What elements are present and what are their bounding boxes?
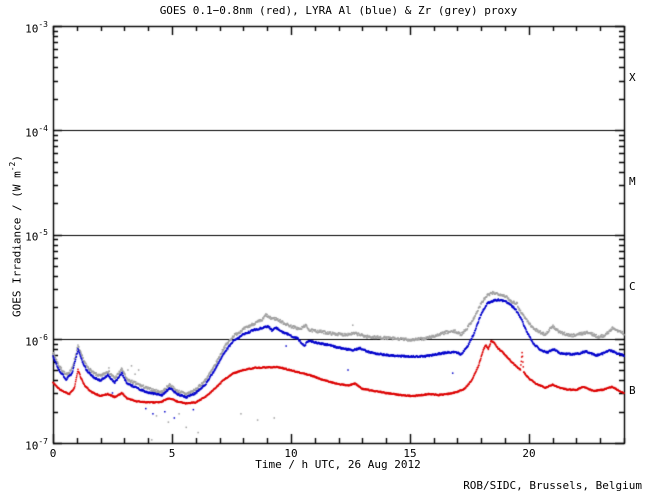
y-tick-1e-4: 10-4 [25,124,48,140]
y-tick-1e-5: 10-5 [25,228,48,244]
y-axis-label-suffix: ) [10,155,24,162]
flare-class-b: B [629,384,636,397]
y-axis-label-exponent: -2 [8,161,17,172]
flare-class-c: C [629,280,636,293]
credit-text: ROB/SIDC, Brussels, Belgium [463,479,642,492]
y-tick-1e-3: 10-3 [25,20,48,36]
x-tick-15: 15 [403,447,417,460]
flare-class-x: X [629,71,636,84]
x-tick-5: 5 [168,447,176,460]
y-tick-1e-6: 10-6 [25,333,48,349]
x-axis-label: Time / h UTC, 26 Aug 2012 [255,458,421,471]
chart-title: GOES 0.1−0.8nm (red), LYRA Al (blue) & Z… [159,4,518,17]
x-tick-10: 10 [284,447,298,460]
x-tick-20: 20 [522,447,536,460]
x-tick-0: 0 [49,447,57,460]
y-axis-label-text: GOES Irradiance / (W m [10,171,24,317]
y-tick-1e-7: 10-7 [25,437,48,453]
flare-class-m: M [629,175,636,188]
